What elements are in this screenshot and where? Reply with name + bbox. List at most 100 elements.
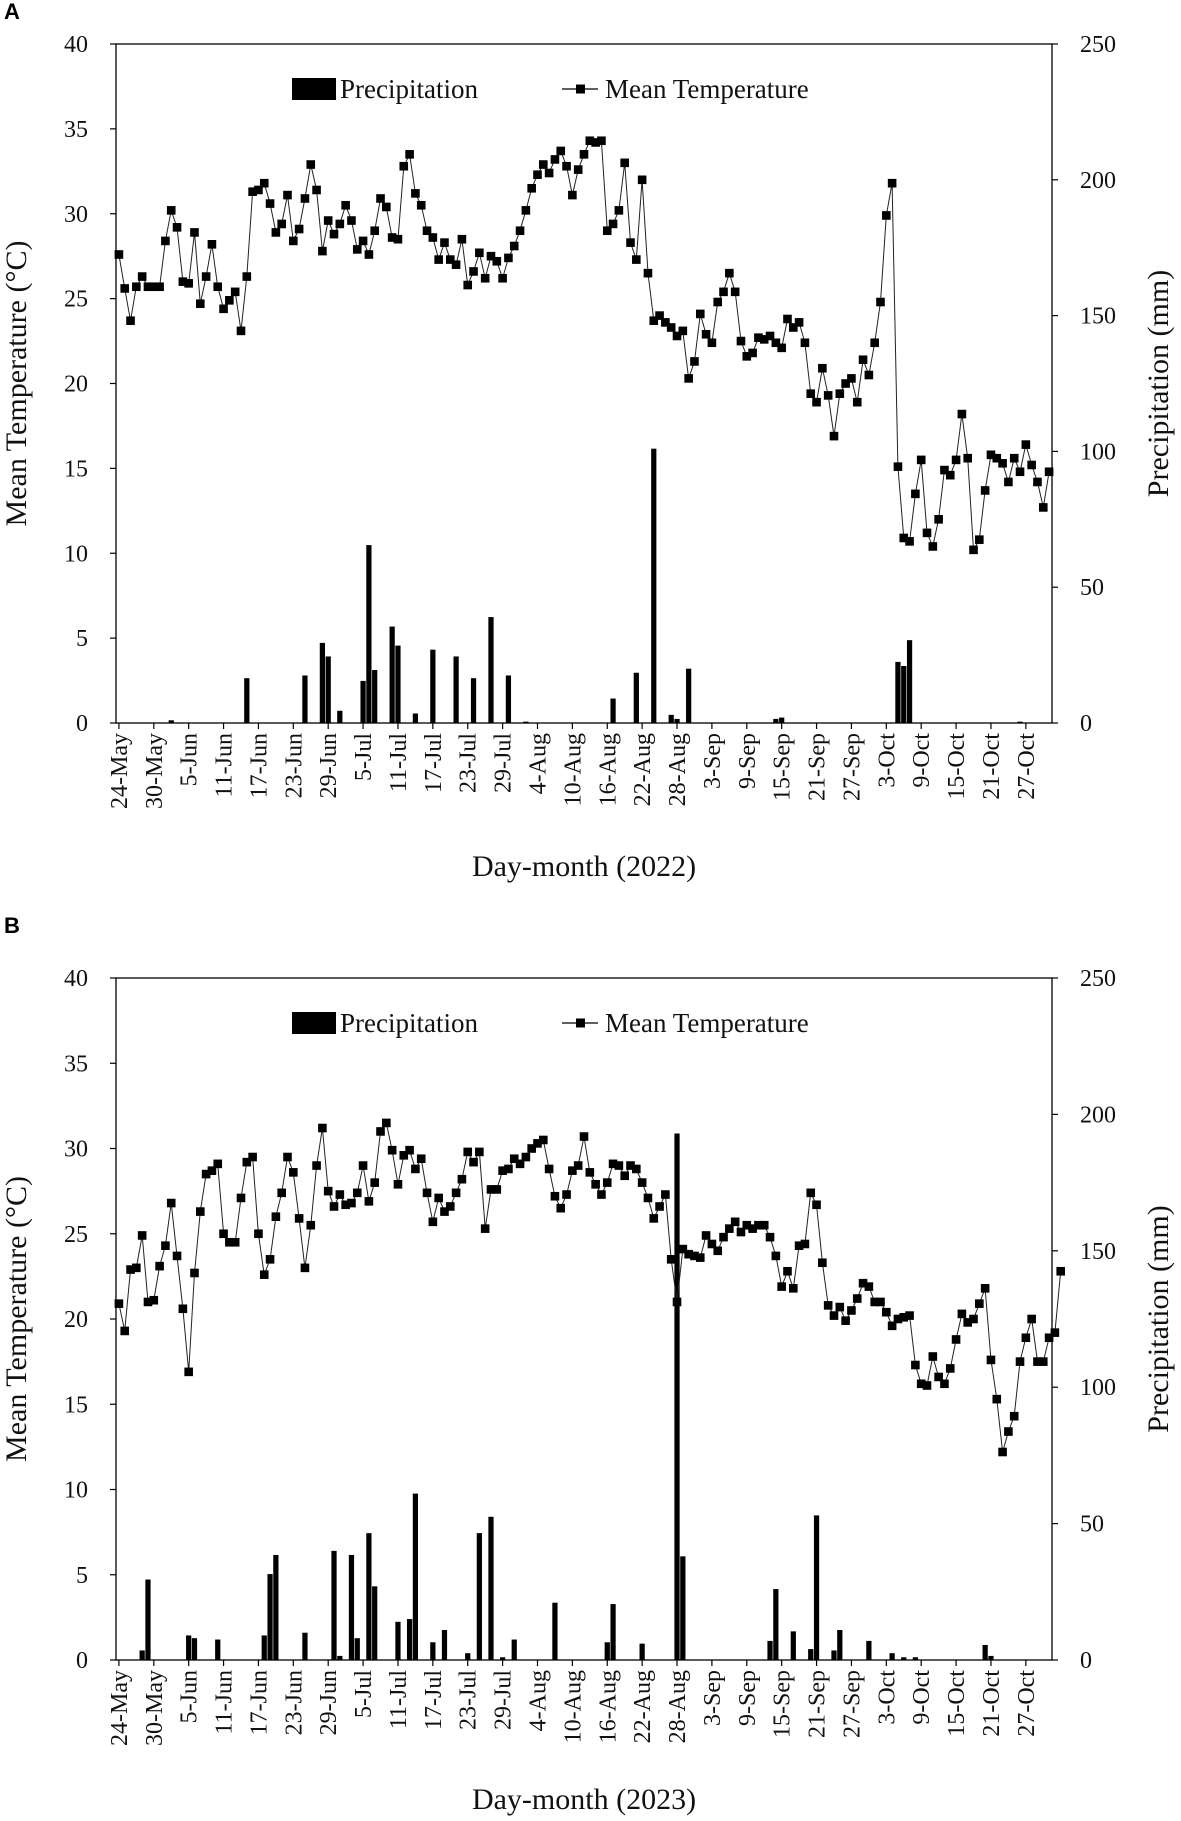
left-y-tick-label: 15 — [64, 456, 88, 482]
temperature-point — [934, 515, 943, 524]
x-tick-label: 5-Jul — [351, 1670, 377, 1718]
temperature-point — [445, 255, 455, 264]
temperature-point — [556, 1203, 566, 1213]
temperature-point — [713, 1246, 723, 1256]
temperature-point — [835, 1302, 845, 1312]
temperature-point — [800, 338, 810, 348]
x-axis-title: Day-month (2023) — [472, 1783, 696, 1816]
x-tick-label: 21-Sep — [805, 733, 831, 801]
temperature-point — [998, 458, 1007, 468]
temperature-point — [672, 1297, 682, 1307]
precipitation-bar — [372, 670, 378, 723]
precipitation-bar — [651, 448, 657, 723]
temperature-point — [219, 1229, 228, 1239]
precipitation-bar — [837, 1629, 843, 1660]
temperature-point — [166, 1198, 176, 1208]
x-tick-label: 17-Jul — [421, 733, 447, 793]
temperature-point — [951, 1335, 961, 1344]
temperature-point — [719, 1232, 728, 1242]
x-tick-label: 29-Jul — [491, 733, 517, 793]
temperature-point — [201, 272, 211, 281]
left-y-axis-title: Mean Temperature (°C) — [0, 241, 33, 527]
precipitation-bar — [261, 1635, 267, 1660]
temperature-point — [957, 1309, 967, 1319]
x-tick-label: 16-Aug — [595, 1670, 621, 1743]
temperature-point — [544, 1164, 554, 1174]
temperature-point — [236, 1193, 246, 1203]
precipitation-bar — [773, 1589, 779, 1660]
temperature-point — [620, 158, 629, 168]
temperature-point — [823, 1301, 833, 1310]
temperature-point — [184, 1367, 193, 1377]
temperature-point — [132, 1263, 141, 1273]
temperature-point — [445, 1202, 455, 1211]
temperature-point — [870, 1297, 879, 1307]
temperature-point — [335, 1190, 345, 1199]
x-tick-label: 27-Oct — [1014, 1670, 1040, 1737]
precipitation-bar — [191, 1638, 198, 1660]
temperature-point — [1009, 453, 1019, 463]
temperature-point — [1021, 440, 1031, 449]
temperature-point — [393, 1180, 403, 1189]
precipitation-bar — [319, 642, 326, 723]
temperature-point — [259, 1270, 269, 1279]
temperature-point — [893, 1314, 903, 1324]
temperature-point — [411, 189, 420, 198]
temperature-point — [190, 228, 199, 237]
temperature-point — [1038, 1357, 1048, 1366]
temperature-point — [539, 1135, 548, 1145]
temperature-point — [347, 216, 356, 225]
x-tick-label: 17-Jun — [246, 733, 272, 798]
precipitation-bar — [767, 1640, 773, 1660]
temperature-point — [259, 178, 269, 188]
left-y-tick-label: 25 — [64, 287, 88, 313]
precipitation-bar — [395, 645, 401, 723]
temperature-point — [562, 161, 571, 171]
right-y-tick-label: 200 — [1080, 1102, 1116, 1128]
x-tick-label: 15-Sep — [770, 1670, 796, 1738]
precipitation-bar — [488, 1516, 494, 1660]
temperature-point — [754, 1220, 763, 1230]
x-tick-label: 29-Jul — [491, 1670, 517, 1730]
temperature-point — [818, 1258, 827, 1268]
temperature-point — [730, 287, 740, 297]
precipitation-bar — [302, 675, 308, 723]
temperature-point — [777, 1282, 786, 1291]
x-tick-label: 16-Aug — [595, 733, 621, 806]
x-tick-label: 22-Aug — [630, 733, 656, 806]
temperature-point — [335, 219, 345, 229]
temperature-point — [841, 1316, 850, 1326]
temperature-point — [201, 1169, 211, 1179]
temperature-point — [498, 1166, 507, 1175]
precipitation-bar — [610, 1604, 616, 1660]
temperature-point — [376, 194, 385, 203]
temperature-point — [1033, 477, 1042, 487]
temperature-point — [1015, 467, 1025, 477]
precipitation-bar — [1017, 721, 1023, 723]
precipitation-bar — [523, 721, 529, 723]
temperature-point — [544, 168, 554, 178]
right-y-tick-label: 50 — [1080, 575, 1104, 601]
precipitation-bar — [412, 713, 419, 723]
precipitation-bar — [366, 545, 372, 723]
temperature-point — [783, 1266, 792, 1276]
left-y-tick-label: 30 — [64, 202, 88, 228]
temperature-point — [632, 1164, 641, 1174]
temperature-point — [521, 1152, 531, 1162]
temperature-point — [852, 1294, 862, 1303]
precipitation-bar — [633, 672, 639, 723]
x-tick-label: 9-Oct — [909, 1670, 935, 1725]
right-y-axis-title: Precipitation (mm) — [1142, 1205, 1175, 1432]
temperature-point — [1004, 1427, 1013, 1436]
x-tick-label: 23-Jul — [456, 733, 482, 793]
temperature-point — [666, 1255, 676, 1264]
temperature-point — [637, 1178, 647, 1187]
temperature-point — [318, 1123, 327, 1133]
panel-label: B — [4, 913, 20, 938]
precipitation-bar — [215, 1639, 221, 1660]
temperature-point — [620, 1171, 629, 1181]
temperature-point — [475, 248, 484, 258]
temperature-point — [329, 229, 339, 239]
temperature-point — [161, 236, 170, 246]
temperature-point — [376, 1127, 385, 1136]
